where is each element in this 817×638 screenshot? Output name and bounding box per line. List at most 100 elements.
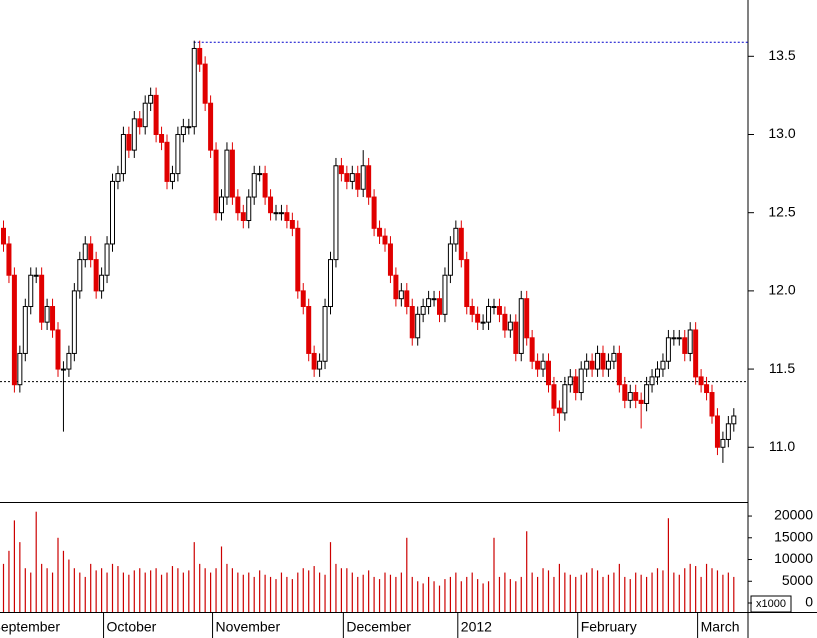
candle-body xyxy=(611,352,617,362)
candle-body xyxy=(437,298,442,315)
candle-body xyxy=(322,306,328,362)
candle-body xyxy=(164,141,170,182)
candle-body xyxy=(453,227,459,245)
candle-body xyxy=(159,133,165,143)
candle-body xyxy=(333,165,339,261)
candle-body xyxy=(480,321,486,324)
candle-body xyxy=(496,306,502,315)
candle-body xyxy=(584,360,590,370)
candle-body xyxy=(535,360,541,370)
candle-body xyxy=(66,352,72,370)
candle-body xyxy=(409,306,415,339)
volume-tick-label: 20000 xyxy=(774,507,813,523)
y-tick-label: 12.0 xyxy=(768,282,795,298)
candle-body xyxy=(486,306,492,323)
candle-body xyxy=(289,220,295,229)
candle-body xyxy=(273,212,279,215)
candle-body xyxy=(638,399,644,404)
y-tick-label: 13.0 xyxy=(768,125,795,141)
x-tick-label: March xyxy=(701,619,740,635)
candle-body xyxy=(540,360,546,370)
candle-body xyxy=(186,126,192,129)
candle-body xyxy=(567,376,573,386)
x-tick-label: October xyxy=(107,619,157,635)
candle-body xyxy=(709,392,715,417)
candle-body xyxy=(1,227,6,245)
candle-body xyxy=(562,384,568,414)
candle-body xyxy=(197,47,203,65)
candle-body xyxy=(600,352,606,370)
candle-body xyxy=(153,94,159,135)
candle-body xyxy=(464,259,470,308)
candle-body xyxy=(311,352,317,370)
candle-body xyxy=(360,165,366,190)
candle-body xyxy=(338,165,344,175)
candle-body xyxy=(284,212,290,222)
candle-body xyxy=(300,290,306,308)
candle-body xyxy=(714,415,720,448)
candle-body xyxy=(704,384,710,394)
candle-body xyxy=(224,149,230,198)
candle-body xyxy=(633,392,639,401)
candle-body xyxy=(142,102,148,128)
candle-body xyxy=(50,306,56,331)
candle-body xyxy=(415,313,421,339)
candle-body xyxy=(115,173,121,182)
candle-body xyxy=(698,376,704,386)
x-tick-label: September xyxy=(0,619,60,635)
candle-body xyxy=(131,118,137,151)
candle-body xyxy=(447,243,453,276)
candle-body xyxy=(44,306,50,323)
candle-body xyxy=(191,47,197,128)
x-tick-label: November xyxy=(216,619,281,635)
candle-body xyxy=(33,274,39,277)
candle-body xyxy=(513,321,519,354)
candle-body xyxy=(649,376,655,386)
candle-body xyxy=(175,133,181,175)
candle-body xyxy=(55,329,61,370)
candle-body xyxy=(475,313,481,323)
volume-tick-label: 10000 xyxy=(774,550,813,566)
candle-body xyxy=(82,243,88,261)
candle-body xyxy=(240,212,246,222)
volume-tick-label: 0 xyxy=(805,594,813,610)
candle-body xyxy=(720,438,726,448)
candle-body xyxy=(502,313,508,331)
candle-body xyxy=(644,384,650,404)
candle-body xyxy=(71,290,77,354)
volume-tick-label: 15000 xyxy=(774,528,813,544)
candle-body xyxy=(110,180,115,245)
candle-body xyxy=(169,173,175,182)
candle-body xyxy=(317,360,323,370)
unit-box xyxy=(750,595,792,613)
y-tick-label: 12.5 xyxy=(768,203,795,219)
candle-body xyxy=(6,243,12,276)
candle-body xyxy=(17,352,23,386)
candle-body xyxy=(349,173,355,182)
candle-body xyxy=(682,337,688,354)
candle-body xyxy=(306,306,312,354)
candle-body xyxy=(660,360,666,370)
candle-body xyxy=(219,196,224,214)
candle-body xyxy=(393,274,399,300)
candle-body xyxy=(104,243,110,276)
candle-body xyxy=(469,306,475,315)
candle-body xyxy=(491,306,497,309)
y-tick-label: 11.0 xyxy=(769,438,795,454)
candle-body xyxy=(556,407,562,414)
candle-body xyxy=(671,337,677,340)
candle-body xyxy=(693,329,699,378)
candle-body xyxy=(551,384,557,409)
candle-body xyxy=(387,243,393,276)
y-tick-label: 13.5 xyxy=(768,47,795,63)
candle-body xyxy=(426,298,432,308)
candle-body xyxy=(257,173,263,176)
candle-body xyxy=(595,352,601,370)
candle-body xyxy=(344,173,350,182)
candle-body xyxy=(529,337,535,362)
candle-body xyxy=(99,274,105,292)
candle-body xyxy=(431,298,437,301)
candle-body xyxy=(725,423,731,440)
candle-body xyxy=(589,360,595,370)
